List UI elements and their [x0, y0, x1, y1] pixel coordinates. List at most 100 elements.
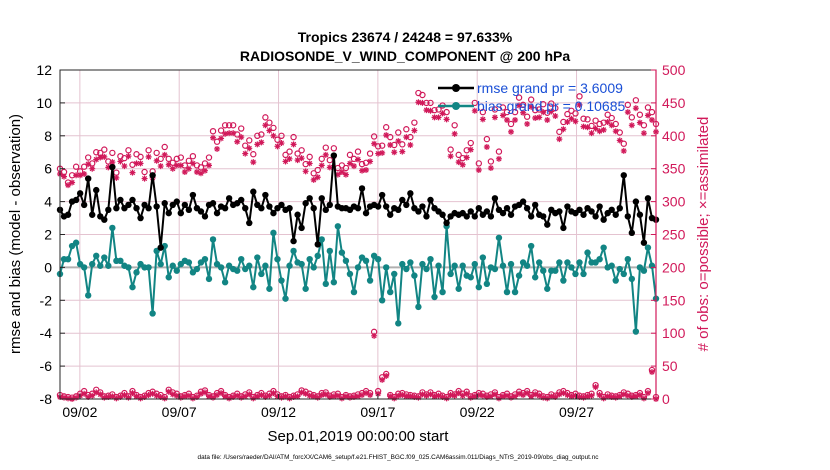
obs-assimilated-point — [455, 390, 462, 397]
obs-assimilated-point — [189, 395, 196, 402]
obs-assimilated-point — [624, 109, 631, 116]
bias-point — [105, 262, 112, 269]
obs-possible-point — [109, 149, 116, 157]
obs-assimilated-point — [226, 130, 233, 137]
obs-possible-point — [499, 104, 507, 111]
obs-assimilated-point — [564, 118, 571, 125]
obs-assimilated-point — [524, 120, 531, 127]
bias-point — [415, 303, 422, 311]
obs-assimilated-point — [491, 114, 498, 121]
obs-assimilated-point — [407, 393, 414, 400]
bias-point — [600, 244, 607, 251]
obs-possible-point — [213, 138, 221, 145]
obs-possible-point — [153, 149, 160, 157]
y-left-tick-label: -8 — [40, 391, 53, 407]
obs-assimilated-point — [250, 159, 257, 166]
obs-assimilated-point — [451, 392, 458, 399]
obs-assimilated-point — [524, 390, 531, 397]
obs-assimilated-point — [350, 163, 357, 170]
obs-assimilated-point — [286, 395, 293, 402]
bias-point — [302, 285, 309, 292]
obs-possible-point — [451, 122, 458, 129]
rmse-point — [238, 196, 245, 204]
rmse-point — [105, 206, 112, 214]
obs-assimilated-point — [407, 142, 414, 149]
obs-assimilated-point — [536, 392, 543, 399]
bias-point — [556, 259, 563, 266]
bias-point — [395, 320, 402, 327]
obs-assimilated-point — [173, 392, 180, 399]
obs-assimilated-point — [548, 108, 555, 115]
rmse-point — [592, 213, 599, 220]
bias-point — [608, 262, 615, 269]
rmse-point — [145, 204, 152, 212]
rmse-point — [632, 198, 640, 205]
obs-assimilated-point — [644, 390, 651, 397]
bias-point — [366, 277, 374, 284]
obs-assimilated-point — [439, 110, 446, 117]
bias-point — [435, 262, 442, 269]
obs-assimilated-point — [467, 394, 474, 401]
rmse-point — [262, 191, 269, 199]
obs-assimilated-point — [628, 122, 635, 129]
bias-point — [527, 242, 535, 250]
y-right-tick-label: 350 — [662, 161, 686, 177]
obs-assimilated-point — [508, 394, 515, 401]
obs-assimilated-point — [475, 167, 482, 174]
rmse-point — [560, 224, 567, 232]
rmse-point — [358, 185, 366, 192]
y-left-tick-label: 6 — [44, 161, 52, 177]
obs-assimilated-point — [540, 394, 547, 401]
rmse-point — [519, 198, 527, 205]
bias-point — [93, 252, 100, 260]
obs-assimilated-point — [290, 141, 297, 148]
obs-assimilated-point — [173, 162, 180, 169]
obs-assimilated-point — [222, 130, 229, 137]
obs-assimilated-point — [109, 159, 116, 166]
obs-assimilated-point — [620, 147, 627, 154]
rmse-point — [93, 186, 100, 194]
obs-assimilated-point — [423, 392, 430, 399]
obs-assimilated-point — [278, 394, 285, 401]
obs-assimilated-point — [459, 392, 466, 399]
obs-assimilated-point — [415, 394, 422, 401]
rmse-point — [80, 201, 88, 209]
rmse-point — [117, 196, 124, 204]
y-right-tick-label: 500 — [662, 62, 686, 78]
bias-point — [447, 270, 454, 278]
obs-assimilated-point — [238, 394, 245, 401]
obs-possible-point — [411, 119, 418, 126]
obs-assimilated-point — [101, 394, 108, 401]
y-left-tick-label: 4 — [44, 194, 52, 210]
obs-possible-point — [197, 164, 205, 171]
obs-assimilated-point — [359, 167, 366, 174]
obs-possible-point — [382, 124, 390, 131]
obs-assimilated-point — [322, 391, 329, 398]
obs-assimilated-point — [455, 159, 462, 166]
obs-possible-point — [89, 160, 96, 167]
bias-point — [439, 288, 446, 296]
obs-assimilated-point — [230, 130, 237, 137]
rmse-point — [109, 163, 116, 171]
legend: rmse grand pr = 3.6009 bias grand pr = 0… — [438, 80, 625, 114]
bias-point — [616, 265, 623, 273]
obs-assimilated-point — [499, 393, 506, 400]
bias-point — [374, 255, 382, 263]
obs-assimilated-point — [61, 173, 68, 180]
bias-point — [511, 288, 519, 296]
obs-possible-point — [185, 157, 193, 165]
obs-assimilated-point — [528, 103, 535, 110]
obs-possible-point — [624, 101, 632, 109]
obs-assimilated-point — [246, 391, 253, 398]
obs-assimilated-point — [101, 153, 108, 160]
obs-assimilated-point — [125, 153, 132, 160]
rmse-point — [419, 203, 426, 210]
bias-point — [423, 265, 430, 273]
obs-assimilated-point — [355, 156, 361, 163]
obs-assimilated-point — [222, 393, 229, 400]
bias-point — [628, 275, 636, 283]
bias-point — [262, 262, 269, 269]
obs-assimilated-point — [512, 393, 519, 400]
obs-possible-point — [310, 170, 317, 177]
bias-point — [101, 254, 108, 261]
